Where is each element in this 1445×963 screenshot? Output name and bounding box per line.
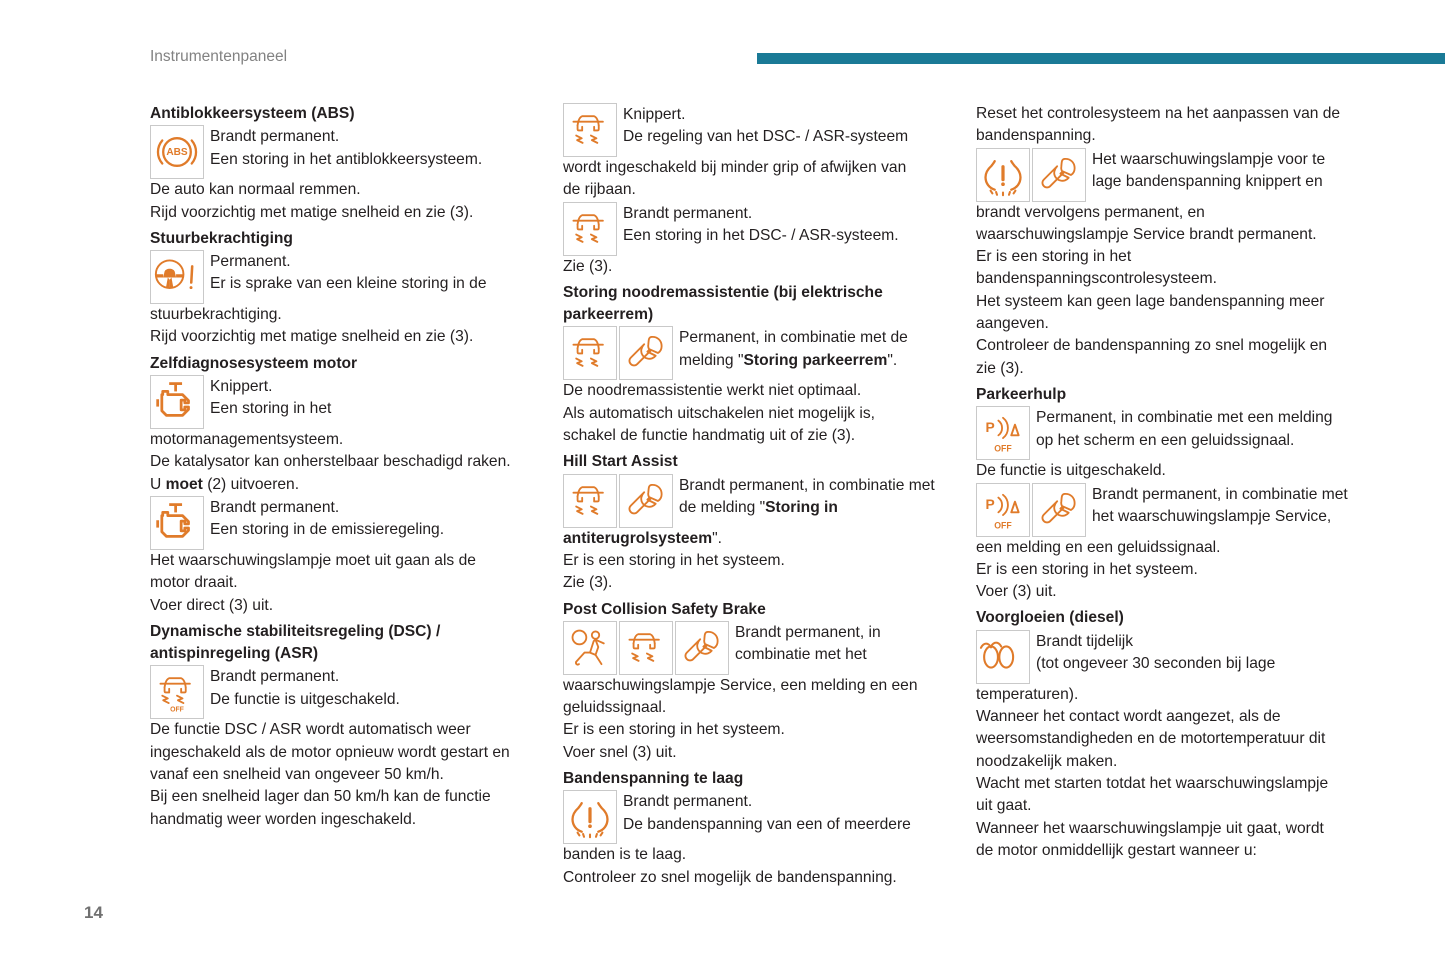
svg-text:OFF: OFF [994, 520, 1012, 530]
svg-text:OFF: OFF [170, 707, 184, 714]
svg-text:ABS: ABS [166, 148, 188, 159]
svg-text:OFF: OFF [994, 444, 1012, 454]
svg-text:P: P [986, 497, 995, 512]
svg-text:P: P [986, 420, 995, 435]
